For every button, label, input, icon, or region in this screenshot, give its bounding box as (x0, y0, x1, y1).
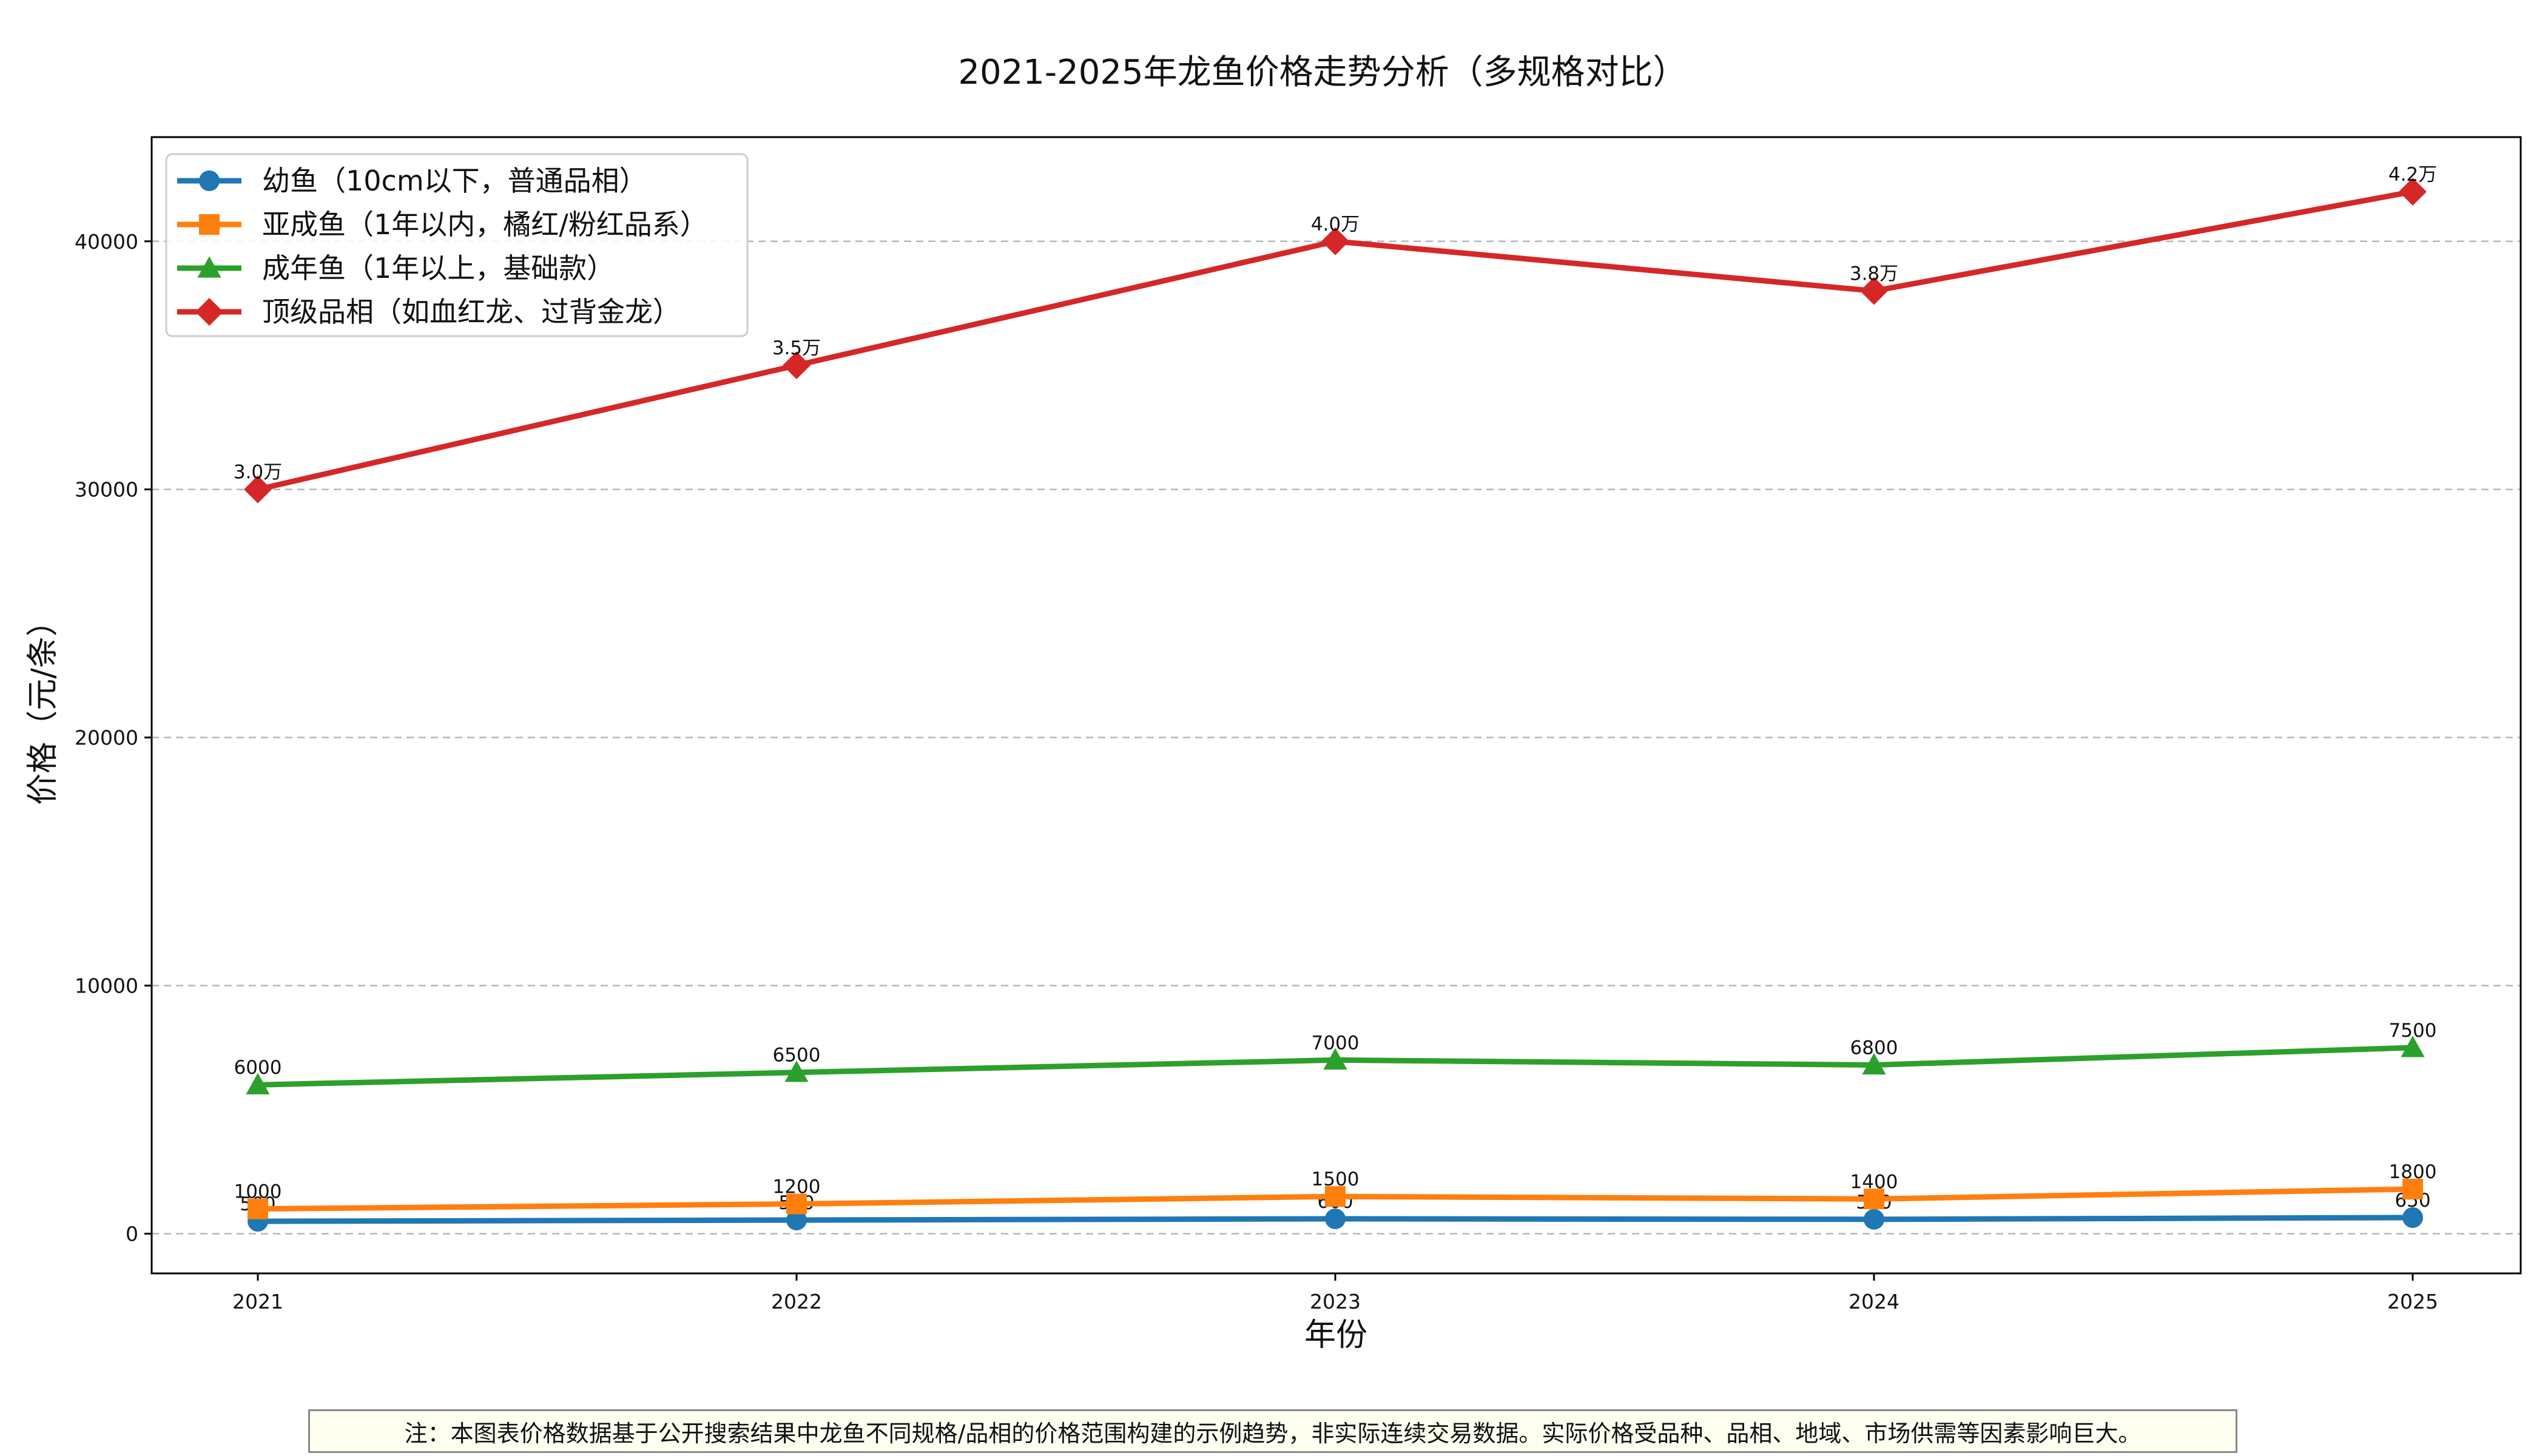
legend-marker (195, 298, 223, 326)
x-tick-label: 2022 (771, 1290, 822, 1313)
x-tick-label: 2024 (1849, 1290, 1899, 1313)
legend-marker (197, 256, 221, 278)
data-label: 4.2万 (2388, 164, 2437, 186)
data-point (2402, 1207, 2423, 1228)
data-point (783, 351, 811, 380)
data-point (784, 1060, 809, 1082)
data-label: 1400 (1850, 1171, 1898, 1193)
legend-marker (199, 170, 220, 191)
data-label: 7000 (1312, 1032, 1360, 1054)
series-2: 6000 6500 7000 6800 7500 (234, 1020, 2437, 1094)
legend-box (165, 153, 749, 337)
data-label: 6500 (773, 1045, 821, 1067)
y-tick-label: 20000 (75, 726, 138, 750)
chart-note: 注：本图表价格数据基于公开搜索结果中龙鱼不同规格/品相的价格范围构建的示例趋势，… (308, 1409, 2237, 1453)
y-axis: 0 10000 20000 30000 40000 (75, 230, 152, 1246)
data-point (1325, 1208, 1346, 1230)
data-point (1321, 227, 1349, 255)
data-label: 1200 (773, 1176, 821, 1198)
legend-label: 顶级品相（如血红龙、过背金龙） (262, 295, 681, 328)
y-axis-label: 价格（元/条） (25, 605, 61, 805)
data-point (1323, 1048, 1347, 1070)
y-tick-label: 30000 (75, 478, 138, 502)
legend: 幼鱼（10cm以下，普通品相） 亚成鱼（1年以内，橘红/粉红品系） 成年鱼（1年以上… (165, 153, 749, 337)
x-tick-label: 2025 (2387, 1290, 2438, 1313)
legend-marker (199, 214, 220, 235)
data-point (1860, 277, 1888, 305)
x-tick-label: 2023 (1310, 1290, 1361, 1313)
x-tick-label: 2021 (232, 1290, 283, 1313)
y-tick-label: 10000 (75, 974, 138, 998)
legend-item: 亚成鱼（1年以内，橘红/粉红品系） (177, 208, 708, 241)
legend-item: 幼鱼（10cm以下，普通品相） (177, 164, 647, 197)
data-label: 6000 (234, 1057, 282, 1079)
data-point (2399, 178, 2427, 206)
data-label: 3.0万 (234, 462, 282, 484)
series-3: 3.0万 3.5万 4.0万 3.8万 4.2万 (234, 164, 2437, 504)
data-point (786, 1193, 807, 1215)
chart-title: 2021-2025年龙鱼价格走势分析（多规格对比） (958, 53, 1687, 92)
legend-label: 幼鱼（10cm以下，普通品相） (262, 164, 647, 197)
data-point (2401, 1036, 2425, 1057)
data-label: 1800 (2389, 1161, 2437, 1183)
data-point (1864, 1208, 1884, 1230)
series-group: 5005506005806501000120015001400180060006… (234, 164, 2437, 1232)
x-axis-label: 年份 (1304, 1317, 1367, 1353)
data-point (786, 1210, 807, 1231)
legend-item: 成年鱼（1年以上，基础款） (177, 252, 615, 285)
data-point (248, 1198, 268, 1219)
data-label: 3.5万 (772, 337, 821, 359)
data-point (1864, 1188, 1884, 1210)
data-point (2402, 1178, 2423, 1199)
y-tick-label: 0 (126, 1222, 138, 1246)
data-point (244, 475, 272, 504)
data-label: 1500 (1312, 1168, 1360, 1190)
y-tick-label: 40000 (75, 230, 138, 254)
grid-lines (152, 240, 2521, 1235)
legend-label: 亚成鱼（1年以内，橘红/粉红品系） (262, 208, 708, 241)
data-label: 7500 (2389, 1020, 2437, 1042)
data-label: 4.0万 (1311, 214, 1360, 235)
x-axis: 2021 2022 2023 2024 2025 (232, 1273, 2438, 1313)
legend-label: 成年鱼（1年以上，基础款） (262, 252, 615, 285)
data-label: 3.8万 (1850, 263, 1898, 285)
data-point (1862, 1053, 1886, 1075)
data-label: 1000 (234, 1181, 282, 1203)
data-point (246, 1073, 270, 1094)
data-point (1325, 1186, 1346, 1207)
series-1: 1000 1200 1500 1400 1800 (234, 1161, 2437, 1219)
data-label: 6800 (1850, 1037, 1898, 1059)
legend-item: 顶级品相（如血红龙、过背金龙） (177, 295, 681, 328)
